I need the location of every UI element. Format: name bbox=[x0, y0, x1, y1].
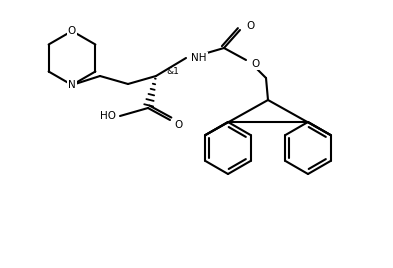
Text: O: O bbox=[174, 120, 182, 130]
Text: O: O bbox=[251, 59, 259, 69]
Text: N: N bbox=[68, 80, 76, 90]
Text: N: N bbox=[68, 80, 76, 90]
Text: &1: &1 bbox=[166, 66, 179, 76]
Text: O: O bbox=[68, 26, 76, 36]
Text: O: O bbox=[68, 26, 76, 36]
Text: HO: HO bbox=[100, 111, 116, 121]
Text: NH: NH bbox=[191, 53, 206, 63]
Text: O: O bbox=[246, 21, 254, 31]
